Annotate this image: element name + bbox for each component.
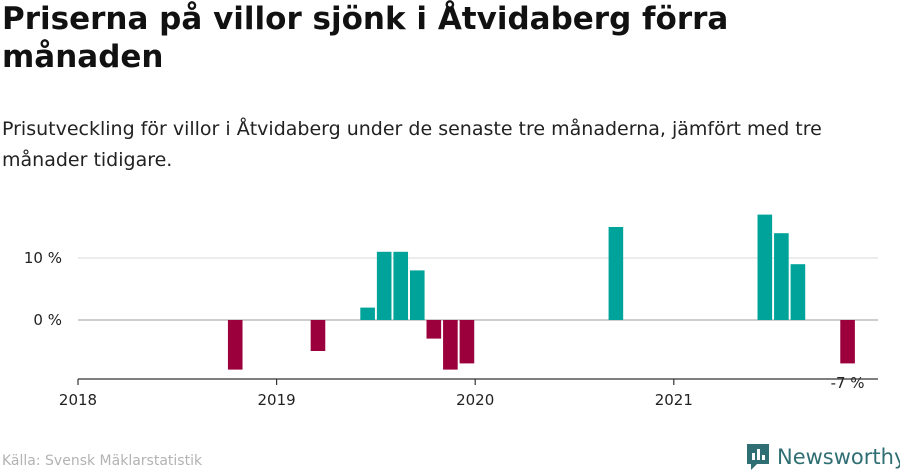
x-tick-label-2018: 2018 xyxy=(59,391,97,409)
bar-2019-07 xyxy=(376,251,392,320)
y-tick-label: 10 % xyxy=(24,249,62,267)
bar-2021-11 xyxy=(840,320,855,364)
newsworthy-logo-text: Newsworthy xyxy=(777,445,900,469)
x-tick-label-2021: 2021 xyxy=(655,391,693,409)
bar-2021-06 xyxy=(757,214,773,320)
bar-chart: 0 % 10 % -7 % 2018 2019 2020 2021 xyxy=(24,214,878,409)
newsworthy-logo-icon xyxy=(747,444,769,470)
bar-2019-03 xyxy=(310,320,326,351)
bar-2019-09 xyxy=(409,270,425,320)
y-tick-label: 0 % xyxy=(33,311,62,329)
bar-2018-10 xyxy=(227,320,243,370)
source-note: Källa: Svensk Mäklarstatistik xyxy=(2,453,203,469)
chart-title: Priserna på villor sjönk i Åtvidaberg fö… xyxy=(2,1,729,75)
bar-2021-07 xyxy=(774,233,789,320)
bar-2019-08 xyxy=(393,251,409,320)
bar-2019-12 xyxy=(459,320,475,364)
bar-2019-06 xyxy=(360,307,375,320)
bar-2021-08 xyxy=(790,264,806,320)
chart-subtitle: Prisutveckling för villor i Åtvidaberg u… xyxy=(2,118,822,171)
bar-2020-09 xyxy=(608,227,624,320)
x-tick-label-2019: 2019 xyxy=(258,391,296,409)
newsworthy-logo: Newsworthy xyxy=(745,442,900,472)
x-tick-label-2020: 2020 xyxy=(456,391,494,409)
bar-2019-10 xyxy=(426,320,442,339)
bar-2019-11 xyxy=(443,320,458,370)
last-value-label: -7 % xyxy=(831,374,865,392)
